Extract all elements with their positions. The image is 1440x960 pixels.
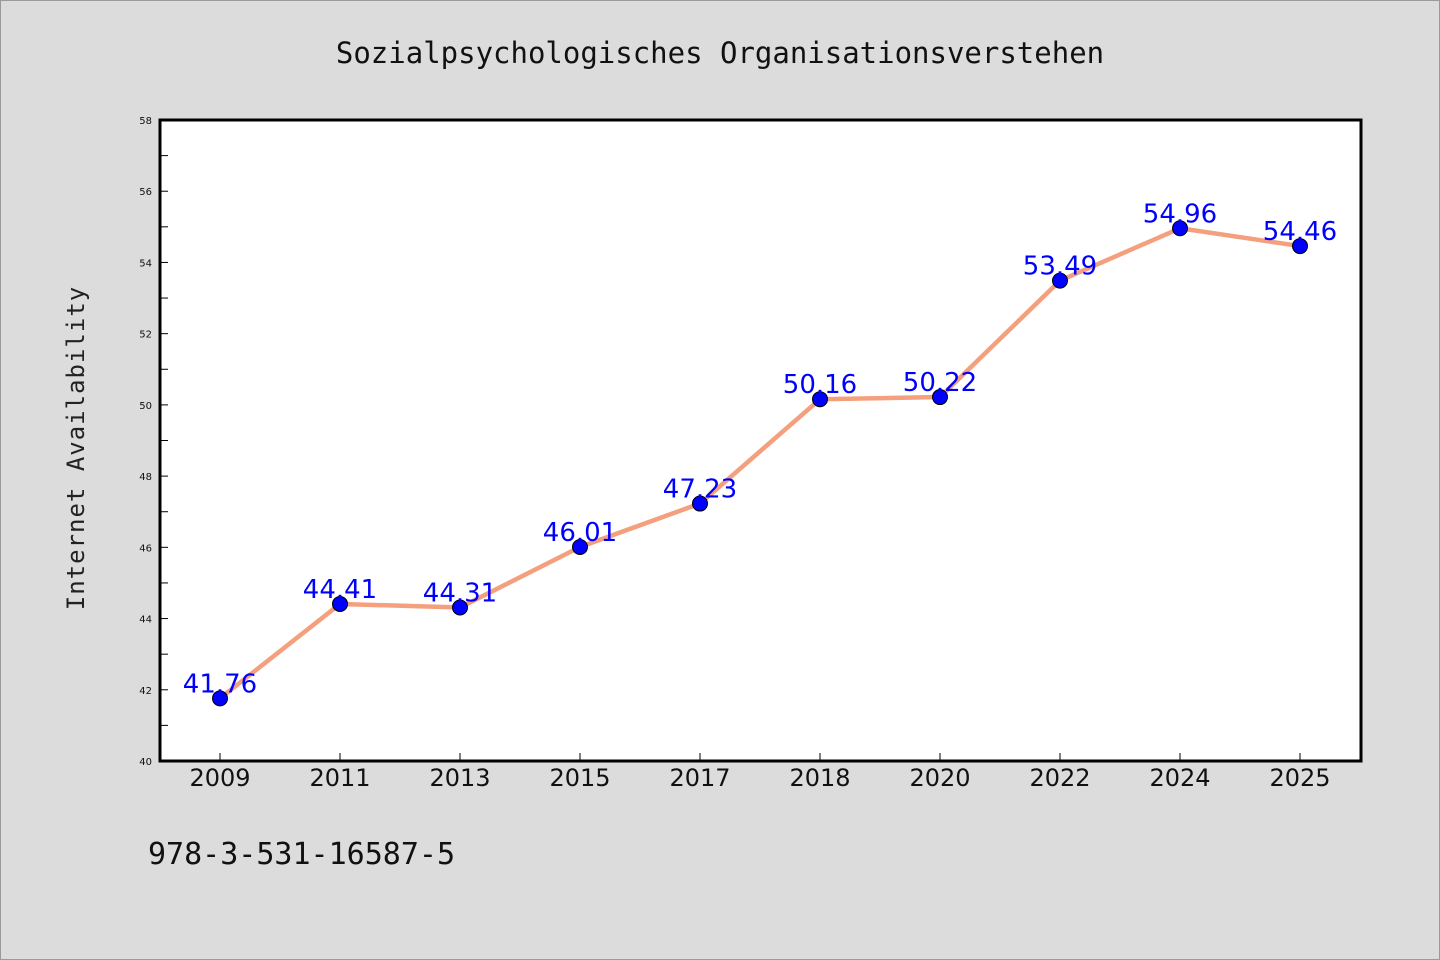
data-point [1172,220,1188,237]
y-axis: 40 42 44 46 48 50 52 54 56 58 [139,116,168,768]
series-markers [212,220,1308,707]
data-point [212,690,228,707]
x-tick-label: 2011 [309,764,370,792]
y-tick-label: 50 [139,401,152,412]
data-label: 50.16 [783,370,857,400]
data-label: 41.76 [183,669,257,699]
series-polyline [217,226,1303,701]
x-tick-label: 2017 [669,764,730,792]
data-label: 54.46 [1263,217,1337,247]
data-point [1052,272,1068,289]
isbn-text: 978-3-531-16587-5 [148,837,455,872]
data-label: 46.01 [543,518,617,548]
data-point [812,391,828,408]
x-tick-label: 2018 [789,764,850,792]
x-tick-label: 2013 [429,764,490,792]
data-point [452,599,468,616]
data-label: 50.22 [903,368,977,398]
data-label: 53.49 [1023,252,1097,282]
data-point [572,538,588,555]
y-tick-label: 40 [139,757,152,768]
data-label: 44.31 [423,579,497,609]
data-point [1292,238,1308,255]
x-tick-label: 2015 [549,764,610,792]
y-tick-label: 56 [139,187,152,198]
y-tick-label: 46 [139,543,152,554]
y-tick-label: 48 [139,472,152,483]
series-line [217,226,1303,701]
data-point [332,595,348,612]
plot-area [158,118,1363,763]
chart-title: Sozialpsychologisches Organisationsverst… [336,36,1104,70]
y-tick-label: 54 [139,258,152,269]
data-point [692,495,708,512]
y-tick-label: 52 [139,330,152,341]
y-tick-label: 58 [139,116,152,127]
x-tick-label: 2022 [1029,764,1090,792]
data-label: 47.23 [663,475,737,505]
y-tick-label: 44 [139,615,152,626]
data-point [932,389,948,406]
y-tick-label: 42 [139,686,152,697]
data-labels: 41.76 44.41 44.31 46.01 47.23 50.16 50.22 53.49… [183,199,1337,699]
x-tick-label: 2025 [1269,764,1330,792]
x-tick-label: 2009 [189,764,250,792]
x-tick-label: 2024 [1149,764,1210,792]
data-label: 44.41 [303,575,377,605]
data-label: 54.96 [1143,199,1217,229]
x-axis: 2009 2011 2013 2015 2017 2018 2020 2022 2024 2025 [189,753,1331,792]
y-axis-label: Internet Availability [62,286,90,610]
x-tick-label: 2020 [909,764,970,792]
